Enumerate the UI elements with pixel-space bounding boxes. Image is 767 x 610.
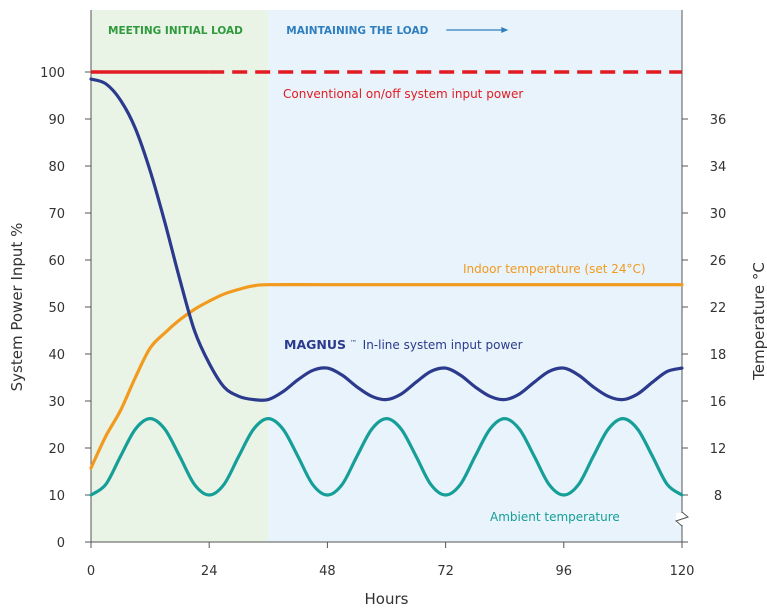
series-magnus-power [89, 77, 684, 402]
x-tick-label: 96 [556, 564, 573, 579]
phase-label-initial: MEETING INITIAL LOAD [108, 25, 243, 37]
right-tick-label: 12 [710, 442, 727, 457]
left-axis-title: System Power Input % [8, 223, 26, 392]
right-tick-label: 26 [710, 254, 727, 269]
x-axis-title: Hours [365, 590, 409, 608]
right-tick-label: 18 [710, 348, 727, 363]
right-axis-title: Temperature °C [750, 262, 767, 381]
left-tick-label: 40 [48, 348, 65, 363]
label-ambient-temperature: Ambient temperature [490, 510, 620, 524]
right-tick-label: 30 [710, 207, 727, 222]
axis-break-icon [674, 511, 690, 527]
arrow-head [501, 27, 509, 33]
label-magnus-power: MAGNUS ™ In-line system input power [284, 334, 523, 352]
left-tick-label: 30 [48, 395, 65, 410]
magnus-brand: MAGNUS [284, 337, 346, 352]
x-tick-label: 72 [437, 564, 454, 579]
right-tick-label: 36 [710, 113, 727, 128]
series-ambient-temperature [89, 417, 684, 497]
right-axis-ticks: 8 12 16 18 22 26 30 34 36 [682, 113, 726, 504]
left-tick-label: 50 [48, 301, 65, 316]
left-tick-label: 90 [48, 113, 65, 128]
x-axis-ticks: 0 24 48 72 96 120 [87, 542, 695, 579]
left-axis-ticks: 0 10 20 30 40 50 60 70 80 90 100 [40, 66, 91, 551]
axis-break-zigzag [674, 511, 690, 527]
left-tick-label: 10 [48, 489, 65, 504]
left-tick-label: 0 [57, 536, 65, 551]
phase-label-maintaining: MAINTAINING THE LOAD [286, 25, 428, 37]
x-tick-label: 0 [87, 564, 95, 579]
arrow-right-icon [446, 27, 509, 33]
series-layer [89, 70, 684, 497]
x-tick-label: 24 [201, 564, 218, 579]
right-tick-label: 16 [710, 395, 727, 410]
label-conventional-power: Conventional on/off system input power [283, 87, 523, 101]
left-tick-label: 100 [40, 66, 65, 81]
label-indoor-temperature: Indoor temperature (set 24°C) [463, 262, 646, 276]
trademark-mark: ™ [350, 339, 357, 347]
left-tick-label: 70 [48, 207, 65, 222]
series-indoor-temperature [89, 282, 684, 470]
left-tick-label: 20 [48, 442, 65, 457]
x-tick-label: 48 [319, 564, 336, 579]
magnus-series-name: In-line system input power [363, 338, 523, 352]
right-tick-label: 22 [710, 301, 727, 316]
left-tick-label: 60 [48, 254, 65, 269]
x-tick-label: 120 [670, 564, 695, 579]
right-tick-label: 8 [714, 489, 722, 504]
left-tick-label: 80 [48, 160, 65, 175]
right-tick-label: 34 [710, 160, 727, 175]
